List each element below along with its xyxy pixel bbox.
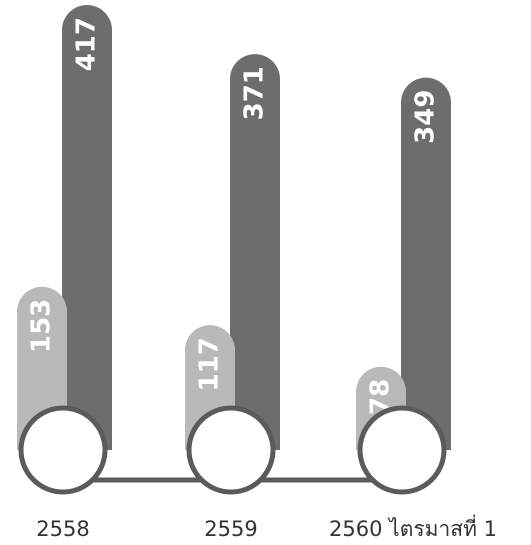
value-label: 349 bbox=[411, 90, 441, 144]
category-label: 2560 ไตรมาสที่ 1 bbox=[329, 514, 497, 541]
year-marker bbox=[357, 405, 447, 495]
category-label: 2558 bbox=[36, 517, 89, 541]
year-marker bbox=[18, 405, 108, 495]
bar bbox=[230, 54, 280, 450]
bar bbox=[62, 5, 112, 450]
value-label: 117 bbox=[195, 337, 225, 391]
value-label: 371 bbox=[240, 66, 270, 120]
bar bbox=[400, 77, 451, 450]
value-label: 417 bbox=[72, 17, 102, 71]
year-marker bbox=[186, 405, 276, 495]
value-label: 153 bbox=[27, 299, 57, 353]
category-label: 2559 bbox=[204, 517, 257, 541]
